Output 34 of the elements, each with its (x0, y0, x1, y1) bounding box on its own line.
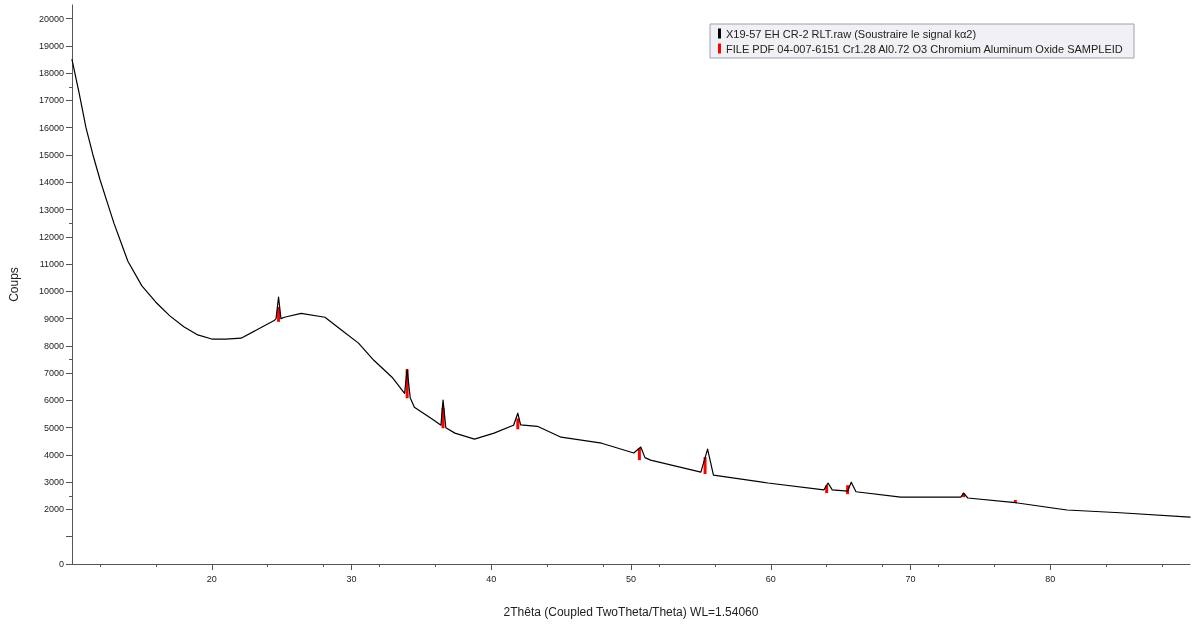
x-tick-label: 30 (346, 573, 357, 584)
x-tick-label: 40 (486, 573, 497, 584)
legend-label: FILE PDF 04-007-6151 Cr1.28 Al0.72 O3 Chromium Aluminum Oxide SAMPLEID (726, 42, 1123, 55)
y-tick-label: 20000 (38, 13, 64, 24)
y-tick-label: 12000 (38, 231, 64, 242)
y-tick-label: 18000 (38, 68, 64, 79)
y-tick-label: 6000 (43, 395, 64, 406)
x-tick-label: 70 (905, 573, 916, 584)
y-tick-label: 19000 (38, 40, 64, 51)
y-tick-label: 4000 (43, 449, 64, 460)
y-tick-label: 3000 (43, 477, 64, 488)
x-tick-label: 50 (625, 573, 637, 584)
x-tick-label: 60 (765, 573, 776, 584)
bar (516, 418, 520, 430)
y-tick-label: 16000 (38, 122, 64, 133)
x-tick-label: 20 (206, 573, 217, 584)
x-axis-title: 2Thêta (Coupled TwoTheta/Theta) WL=1.54060 (503, 605, 759, 619)
line-series (71, 58, 1191, 518)
y-tick-label: 8000 (43, 340, 64, 351)
y-tick-label: 11000 (39, 259, 64, 270)
y-tick-label: 7000 (43, 368, 64, 379)
y-tick-label: 5000 (43, 422, 64, 433)
y-tick-label: 13000 (38, 204, 64, 215)
y-tick-label: 17000 (38, 95, 64, 106)
bar (637, 448, 641, 461)
y-axis-title: Coups (7, 267, 21, 302)
y-tick-label: 14000 (38, 177, 64, 188)
legend-label: X19-57 EH CR-2 RLT.raw (Soustraire le signal kα2) (726, 27, 977, 40)
y-tick-label: 10000 (38, 286, 64, 297)
y-tick-label: 15000 (38, 149, 64, 160)
y-tick-label: 2000 (43, 504, 64, 515)
x-tick-label: 80 (1045, 573, 1056, 584)
y-tick-label: 9000 (43, 313, 64, 324)
y-tick-label: 0 (58, 559, 64, 569)
